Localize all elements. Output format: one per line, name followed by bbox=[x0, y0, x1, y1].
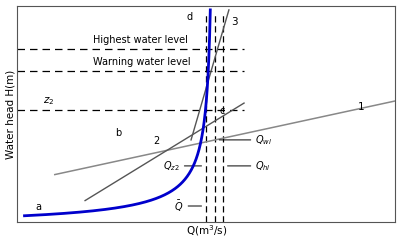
Text: c: c bbox=[219, 106, 225, 116]
Text: $Q_{wl}$: $Q_{wl}$ bbox=[255, 133, 273, 147]
Text: d: d bbox=[186, 12, 192, 22]
Text: 3: 3 bbox=[231, 17, 237, 27]
Text: 2: 2 bbox=[153, 136, 160, 146]
Text: $Q_{hl}$: $Q_{hl}$ bbox=[255, 159, 271, 173]
Text: b: b bbox=[115, 128, 122, 138]
Y-axis label: Water head H(m): Water head H(m) bbox=[6, 69, 16, 159]
Text: Highest water level: Highest water level bbox=[93, 35, 188, 45]
Text: a: a bbox=[36, 202, 42, 212]
Text: 1: 1 bbox=[358, 102, 364, 112]
Text: Warning water level: Warning water level bbox=[93, 57, 190, 67]
X-axis label: Q(m$^3$/s): Q(m$^3$/s) bbox=[186, 224, 227, 238]
Text: $z_2$: $z_2$ bbox=[43, 95, 55, 107]
Text: $Q_{z2}$: $Q_{z2}$ bbox=[163, 159, 180, 173]
Text: $\bar{Q}$: $\bar{Q}$ bbox=[174, 198, 184, 214]
